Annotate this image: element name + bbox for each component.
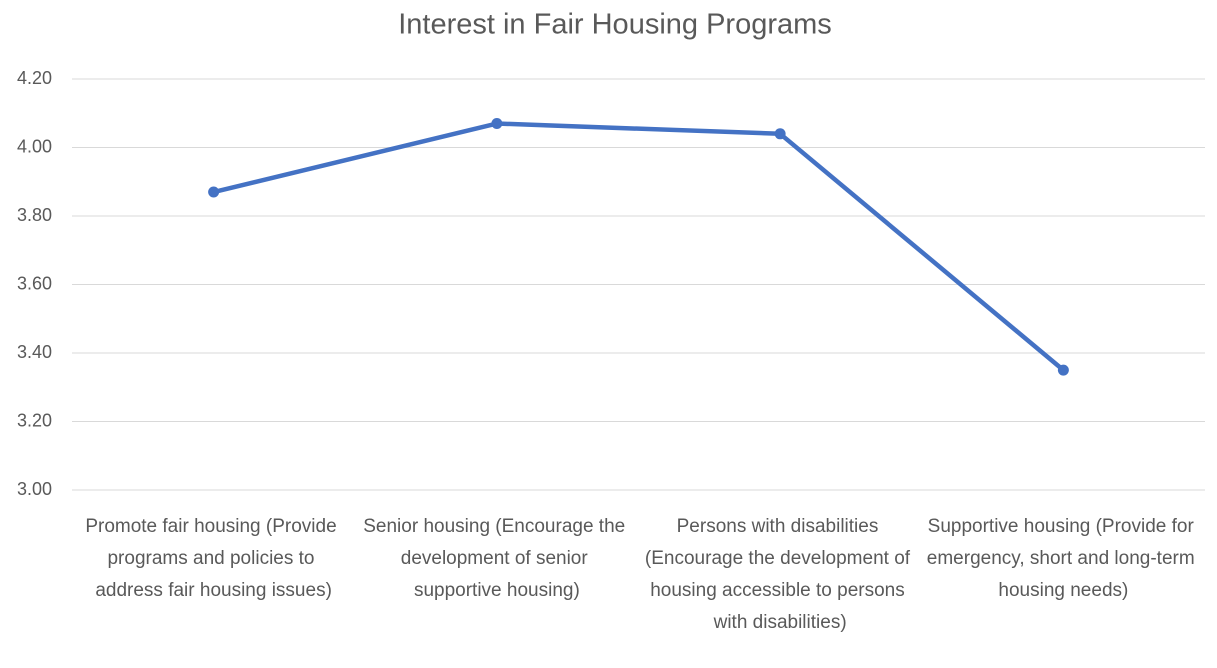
x-tick-label: Persons with disabilities (Encourage the… bbox=[645, 516, 915, 633]
y-tick-label: 3.80 bbox=[17, 205, 52, 225]
line bbox=[213, 121, 1065, 372]
x-tick-label: Promote fair housing (Provide programs a… bbox=[85, 516, 342, 601]
y-tick-label: 3.60 bbox=[17, 273, 52, 293]
marker bbox=[208, 186, 220, 198]
marker bbox=[491, 118, 503, 130]
x-tick-label: Supportive housing (Provide for emergenc… bbox=[927, 516, 1200, 601]
chart-title: Interest in Fair Housing Programs bbox=[398, 9, 832, 41]
x-tick-label: Senior housing (Encourage the developmen… bbox=[363, 516, 630, 601]
y-tick-label: 3.00 bbox=[17, 479, 52, 499]
y-tick-label: 3.40 bbox=[17, 342, 52, 362]
marker bbox=[774, 128, 786, 140]
y-tick-label: 4.20 bbox=[17, 68, 52, 88]
y-tick-label: 4.00 bbox=[17, 136, 52, 156]
y-tick-label: 3.20 bbox=[17, 410, 52, 430]
marker bbox=[1057, 364, 1069, 376]
